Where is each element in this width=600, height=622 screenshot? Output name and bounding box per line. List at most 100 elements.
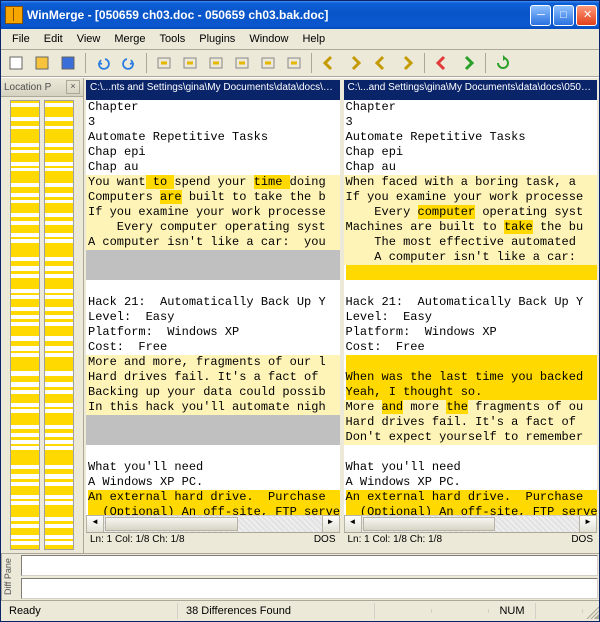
text-line[interactable]: Chap au [86, 160, 340, 175]
text-line[interactable] [344, 280, 598, 295]
text-line[interactable]: Hard drives fail. It's a fact of [86, 370, 340, 385]
text-line[interactable]: Level: Easy [344, 310, 598, 325]
diff-pane-tab[interactable]: Diff Pane [1, 554, 20, 600]
text-line[interactable]: The most effective automated [344, 235, 598, 250]
title-bar[interactable]: WinMerge - [050659 ch03.doc - 050659 ch0… [1, 1, 599, 29]
text-line[interactable]: An external hard drive. Purchase [344, 490, 598, 505]
scroll-left-icon[interactable]: ◄ [344, 515, 362, 533]
maximize-button[interactable]: □ [553, 5, 574, 26]
text-line[interactable]: If you examine your work processe [344, 190, 598, 205]
copy-left-button[interactable] [317, 51, 341, 75]
text-line[interactable] [86, 430, 340, 445]
text-line[interactable]: What you'll need [344, 460, 598, 475]
text-line[interactable]: Chapter [86, 100, 340, 115]
copy-right-button[interactable] [343, 51, 367, 75]
text-line[interactable]: Automate Repetitive Tasks [344, 130, 598, 145]
text-line[interactable]: You want to spend your time doing [86, 175, 340, 190]
all-right-button[interactable] [456, 51, 480, 75]
location-strip-right[interactable] [44, 100, 74, 550]
left-pane-body[interactable]: Chapter3Automate Repetitive TasksChap ep… [86, 100, 340, 515]
right-h-scrollbar[interactable]: ◄ ► [344, 515, 598, 532]
menu-tools[interactable]: Tools [153, 31, 193, 47]
text-line[interactable] [344, 355, 598, 370]
text-line[interactable] [86, 280, 340, 295]
text-line[interactable]: A Windows XP PC. [86, 475, 340, 490]
text-line[interactable]: 3 [344, 115, 598, 130]
undo-button[interactable] [91, 51, 115, 75]
save-button[interactable] [56, 51, 80, 75]
diff-next-button[interactable] [230, 51, 254, 75]
copy-right-adv-button[interactable] [395, 51, 419, 75]
diff-detail-left[interactable] [21, 555, 598, 576]
copy-left-adv-button[interactable] [369, 51, 393, 75]
resize-grip-icon[interactable] [583, 603, 599, 619]
text-line[interactable]: Platform: Windows XP [86, 325, 340, 340]
open-button[interactable] [30, 51, 54, 75]
menu-help[interactable]: Help [295, 31, 332, 47]
location-strip-left[interactable] [10, 100, 40, 550]
location-pane-close-icon[interactable]: × [66, 80, 80, 94]
text-line[interactable]: More and more the fragments of ou [344, 400, 598, 415]
minimize-button[interactable]: ─ [530, 5, 551, 26]
text-line[interactable]: Chap epi [344, 145, 598, 160]
diff-prev-button[interactable] [204, 51, 228, 75]
diff-first-button[interactable] [256, 51, 280, 75]
text-line[interactable]: Platform: Windows XP [344, 325, 598, 340]
menu-file[interactable]: File [5, 31, 37, 47]
text-line[interactable]: Chap epi [86, 145, 340, 160]
menu-plugins[interactable]: Plugins [192, 31, 242, 47]
text-line[interactable]: Every computer operating syst [344, 205, 598, 220]
diff-next-change-button[interactable] [178, 51, 202, 75]
new-button[interactable] [4, 51, 28, 75]
redo-button[interactable] [117, 51, 141, 75]
text-line[interactable]: 3 [86, 115, 340, 130]
text-line[interactable] [344, 445, 598, 460]
text-line[interactable]: Every computer operating syst [86, 220, 340, 235]
text-line[interactable]: When was the last time you backed [344, 370, 598, 385]
text-line[interactable] [86, 250, 340, 265]
text-line[interactable]: Automate Repetitive Tasks [86, 130, 340, 145]
text-line[interactable]: Hack 21: Automatically Back Up Y [344, 295, 598, 310]
menu-window[interactable]: Window [242, 31, 295, 47]
text-line[interactable]: Hack 21: Automatically Back Up Y [86, 295, 340, 310]
text-line[interactable] [86, 445, 340, 460]
menu-view[interactable]: View [70, 31, 108, 47]
text-line[interactable]: A Windows XP PC. [344, 475, 598, 490]
text-line[interactable]: A computer isn't like a car: [344, 250, 598, 265]
diff-detail-right[interactable] [21, 578, 598, 599]
text-line[interactable]: If you examine your work processe [86, 205, 340, 220]
text-line[interactable]: In this hack you'll automate nigh [86, 400, 340, 415]
text-line[interactable]: Hard drives fail. It's a fact of [344, 415, 598, 430]
scroll-thumb[interactable] [363, 517, 496, 531]
text-line[interactable]: Don't expect yourself to remember [344, 430, 598, 445]
diff-last-button[interactable] [282, 51, 306, 75]
text-line[interactable]: An external hard drive. Purchase [86, 490, 340, 505]
text-line[interactable]: A computer isn't like a car: you [86, 235, 340, 250]
scroll-right-icon[interactable]: ► [579, 515, 597, 533]
text-line[interactable] [86, 265, 340, 280]
text-line[interactable] [86, 415, 340, 430]
text-line[interactable]: Yeah, I thought so. [344, 385, 598, 400]
right-pane-body[interactable]: Chapter3Automate Repetitive TasksChap ep… [344, 100, 598, 515]
text-line[interactable]: When faced with a boring task, a [344, 175, 598, 190]
menu-edit[interactable]: Edit [37, 31, 70, 47]
close-button[interactable]: ✕ [576, 5, 597, 26]
text-line[interactable]: Backing up your data could possib [86, 385, 340, 400]
text-line[interactable]: What you'll need [86, 460, 340, 475]
refresh-button[interactable] [491, 51, 515, 75]
text-line[interactable]: (Optional) An off-site, FTP serve [344, 505, 598, 515]
text-line[interactable] [344, 265, 598, 280]
text-line[interactable]: Level: Easy [86, 310, 340, 325]
all-left-button[interactable] [430, 51, 454, 75]
diff-prev-change-button[interactable] [152, 51, 176, 75]
text-line[interactable]: Chapter [344, 100, 598, 115]
menu-merge[interactable]: Merge [107, 31, 152, 47]
text-line[interactable]: Machines are built to take the bu [344, 220, 598, 235]
text-line[interactable]: Chap au [344, 160, 598, 175]
scroll-thumb[interactable] [105, 517, 238, 531]
scroll-left-icon[interactable]: ◄ [86, 515, 104, 533]
left-h-scrollbar[interactable]: ◄ ► [86, 515, 340, 532]
text-line[interactable]: Cost: Free [86, 340, 340, 355]
text-line[interactable]: More and more, fragments of our l [86, 355, 340, 370]
text-line[interactable]: (Optional) An off-site, FTP serve [86, 505, 340, 515]
